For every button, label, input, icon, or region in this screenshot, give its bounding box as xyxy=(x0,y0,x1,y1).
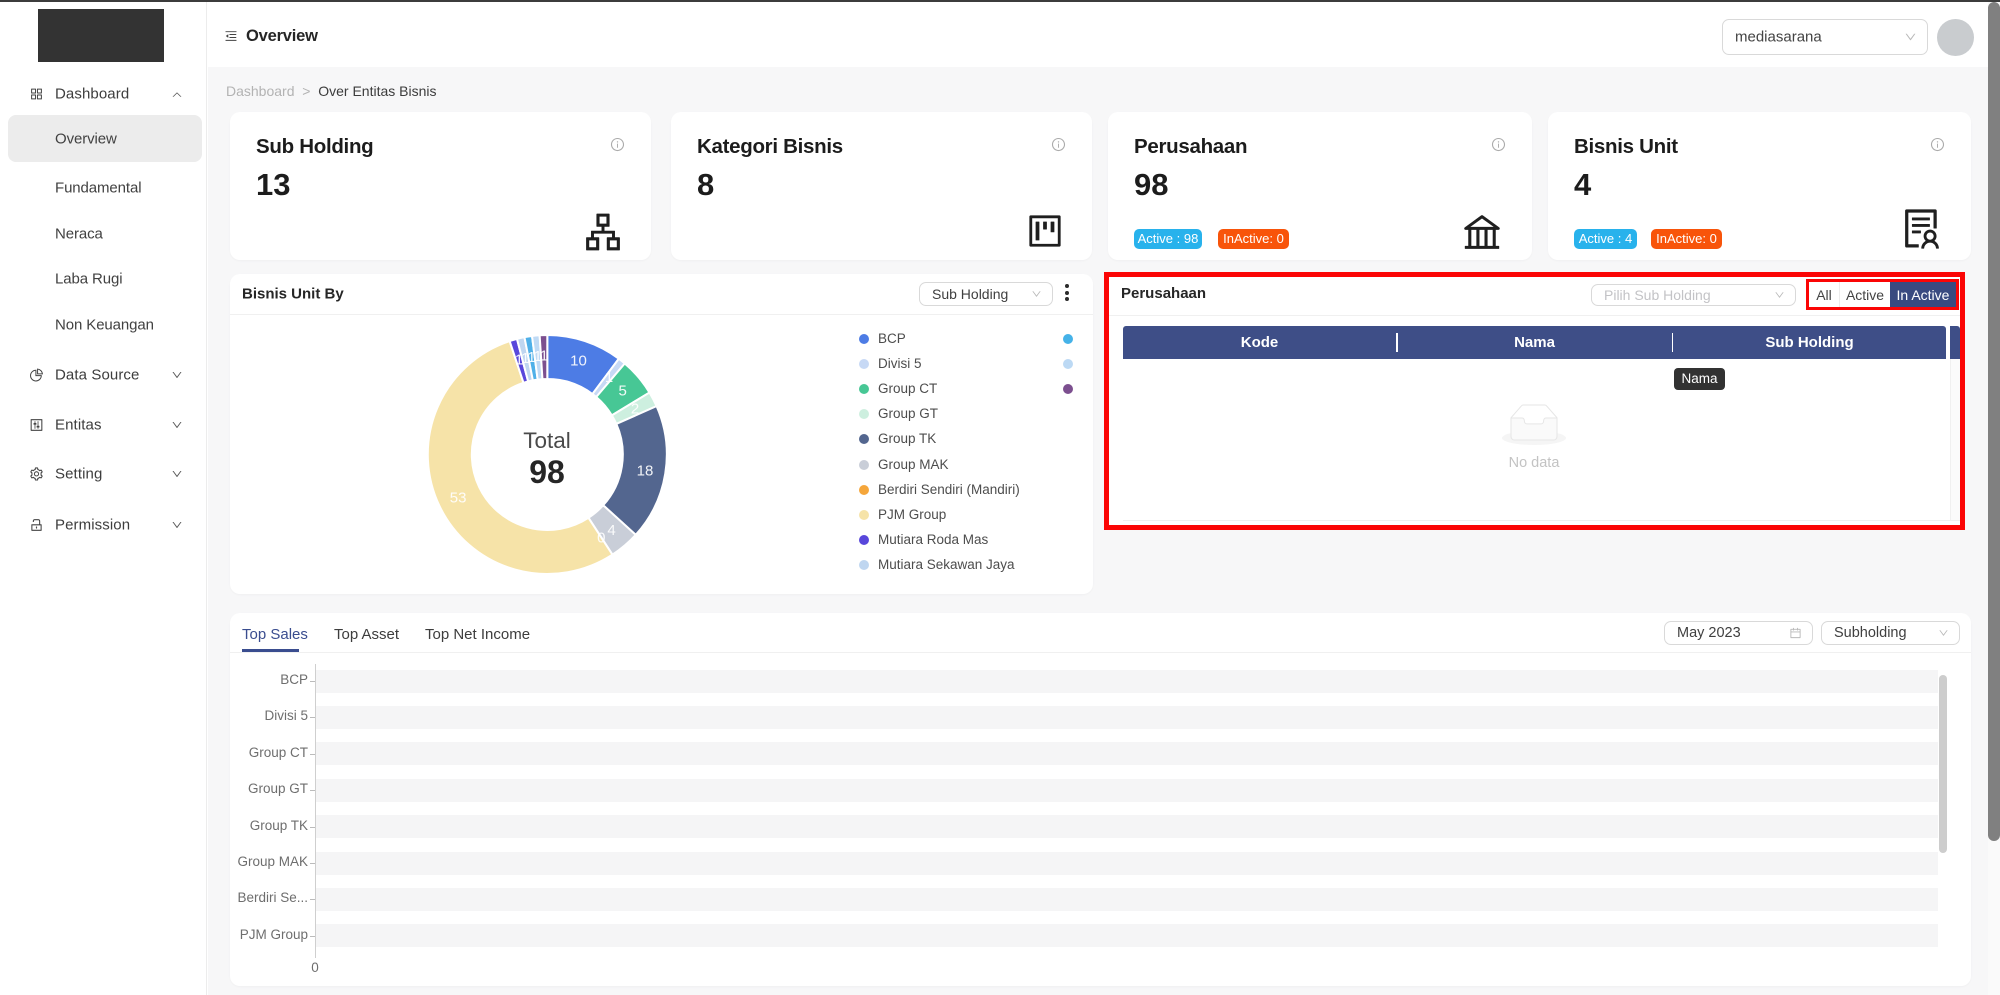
svg-text:98: 98 xyxy=(529,454,565,490)
svg-text:1: 1 xyxy=(521,350,529,367)
svg-text:Total: Total xyxy=(523,428,571,453)
svg-text:4: 4 xyxy=(607,522,615,539)
svg-text:10: 10 xyxy=(570,353,587,370)
svg-text:1: 1 xyxy=(534,348,542,365)
svg-text:2: 2 xyxy=(631,401,639,418)
svg-text:5: 5 xyxy=(619,382,627,399)
svg-text:1: 1 xyxy=(605,369,613,386)
svg-text:53: 53 xyxy=(450,489,467,506)
svg-text:1: 1 xyxy=(540,348,548,365)
svg-text:1: 1 xyxy=(527,349,535,366)
svg-text:1: 1 xyxy=(515,352,523,369)
svg-text:0: 0 xyxy=(597,530,605,547)
svg-text:18: 18 xyxy=(637,462,654,479)
